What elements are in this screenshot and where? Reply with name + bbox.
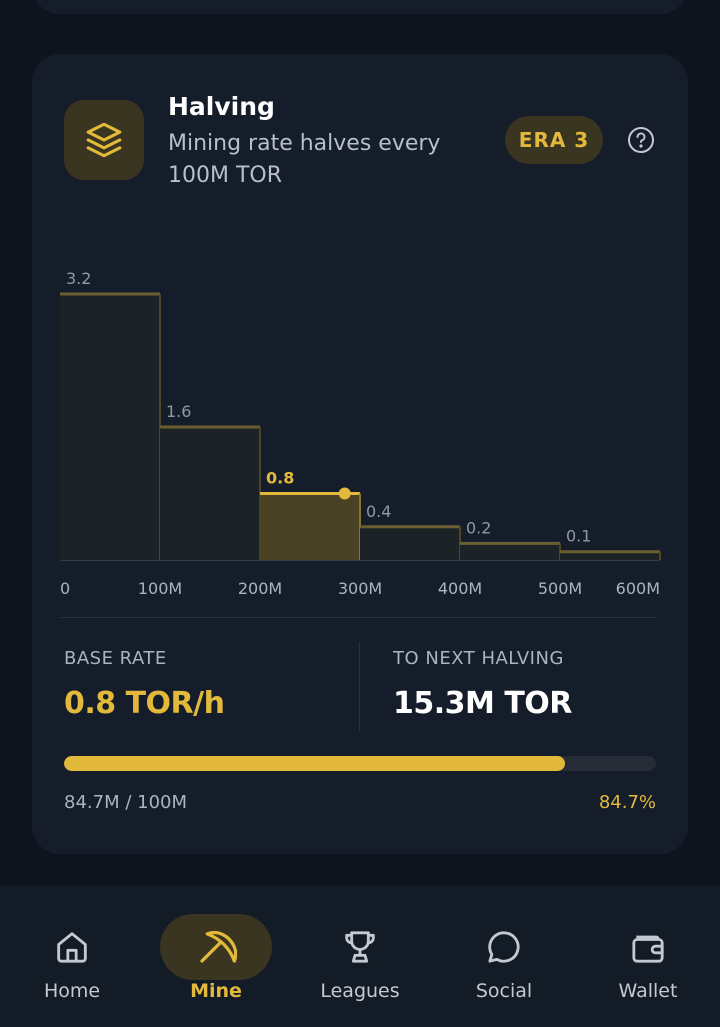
halving-progress-bar (64, 756, 656, 771)
chart-value-label: 0.1 (566, 527, 591, 546)
chart-value-label: 0.8 (266, 469, 294, 488)
progress-count: 84.7M / 100M (64, 792, 188, 813)
base-rate-label: BASE RATE (64, 648, 167, 669)
wallet-icon (632, 935, 664, 963)
nav-mine[interactable]: Mine (156, 886, 276, 1027)
chart-bar (360, 526, 460, 560)
current-position-marker (338, 487, 351, 500)
card-subtitle: Mining rate halves every 100M TOR (168, 131, 441, 188)
nav-social[interactable]: Social (444, 886, 564, 1027)
trophy-icon (345, 931, 375, 963)
x-tick-label: 100M (138, 579, 182, 598)
bottom-nav: Home Mine Leagues Social (0, 886, 720, 1027)
chart-value-label: 1.6 (166, 402, 191, 421)
next-halving-value: 15.3M TOR (393, 686, 572, 721)
base-rate-value: 0.8 TOR/h (64, 686, 225, 721)
x-tick-label: 200M (238, 579, 282, 598)
x-tick-label: 0 (60, 579, 70, 598)
nav-leagues[interactable]: Leagues (300, 886, 420, 1027)
chat-bubble-icon (488, 931, 520, 963)
nav-label: Social (475, 980, 533, 1002)
x-tick-label: 600M (616, 579, 660, 598)
card-title: Halving (168, 92, 275, 121)
divider (60, 617, 656, 618)
nav-label: Mine (190, 980, 242, 1002)
chart-value-label: 0.2 (466, 518, 491, 537)
halving-card: Halving Mining rate halves every 100M TO… (32, 54, 688, 854)
next-halving-label: TO NEXT HALVING (393, 648, 564, 669)
chart-bar (60, 294, 160, 560)
chart-bar (560, 551, 660, 560)
previous-card-edge (32, 0, 688, 14)
x-tick-label: 400M (438, 579, 482, 598)
x-tick-label: 300M (338, 579, 382, 598)
home-icon (57, 932, 87, 963)
help-circle-icon[interactable] (627, 126, 655, 154)
x-tick-label: 500M (538, 579, 582, 598)
halving-chart: 3.2 1.6 0.8 0.4 0.2 0.1 0 100M 200M 300M 400M 500M 6… (60, 269, 661, 598)
nav-wallet[interactable]: Wallet (588, 886, 708, 1027)
chart-bar (460, 543, 560, 560)
chart-bar (260, 493, 360, 560)
nav-label: Home (43, 980, 101, 1002)
era-badge: ERA 3 (505, 116, 603, 164)
nav-label: Wallet (618, 980, 678, 1002)
layers-icon (64, 100, 144, 180)
stats-divider (359, 642, 360, 732)
chart-value-label: 3.2 (66, 269, 91, 288)
progress-fill (64, 756, 566, 771)
pickaxe-icon (200, 930, 237, 963)
chart-value-label: 0.4 (366, 502, 391, 521)
progress-percent: 84.7% (598, 792, 656, 813)
nav-home[interactable]: Home (12, 886, 132, 1027)
chart-bar (160, 427, 260, 560)
nav-label: Leagues (320, 980, 400, 1002)
